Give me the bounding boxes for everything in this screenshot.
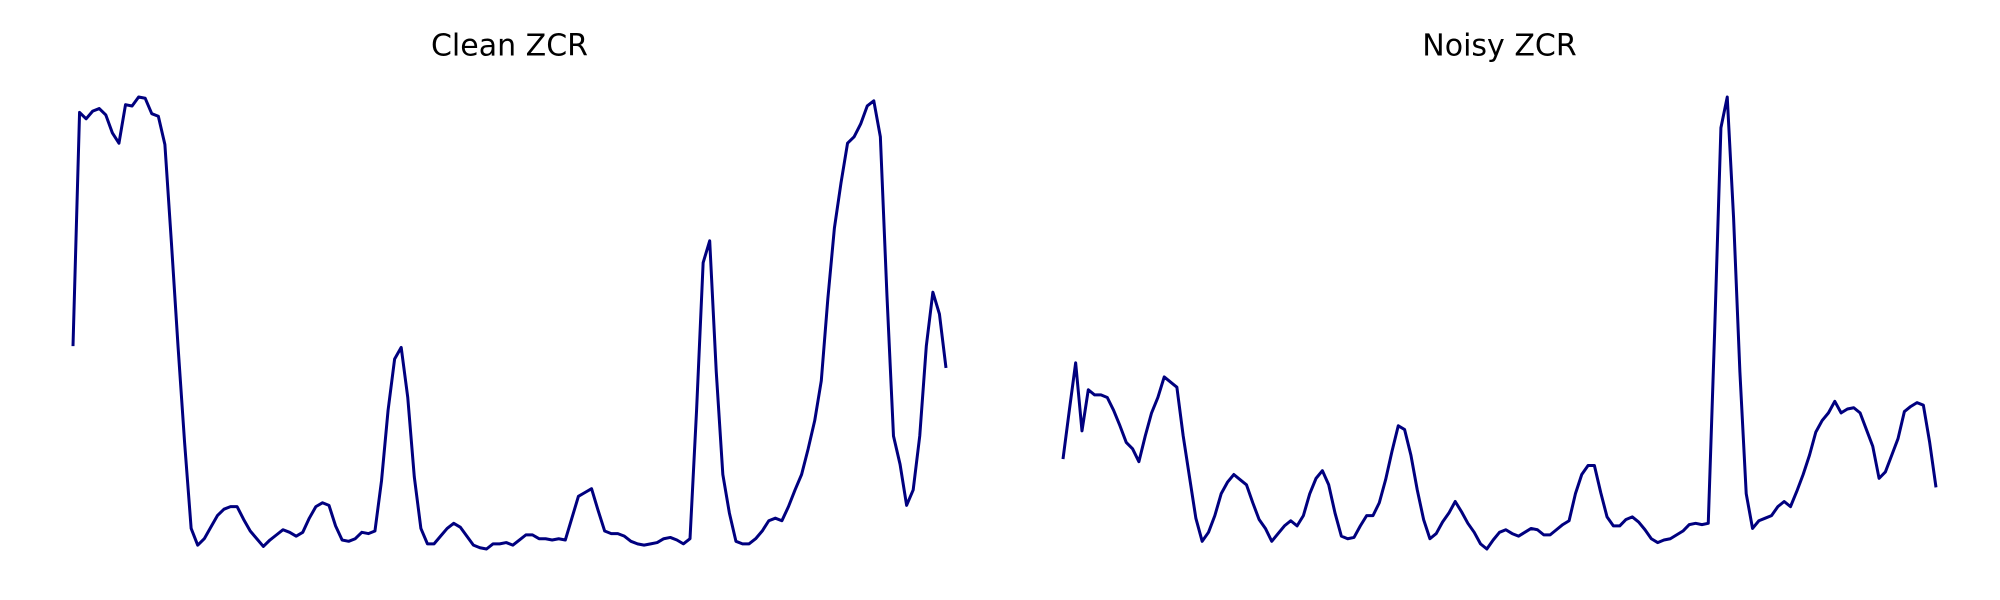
data-line [1061,95,1938,551]
chart-title: Clean ZCR [431,29,588,64]
chart-title: Noisy ZCR [1422,29,1576,64]
data-line [71,95,948,551]
